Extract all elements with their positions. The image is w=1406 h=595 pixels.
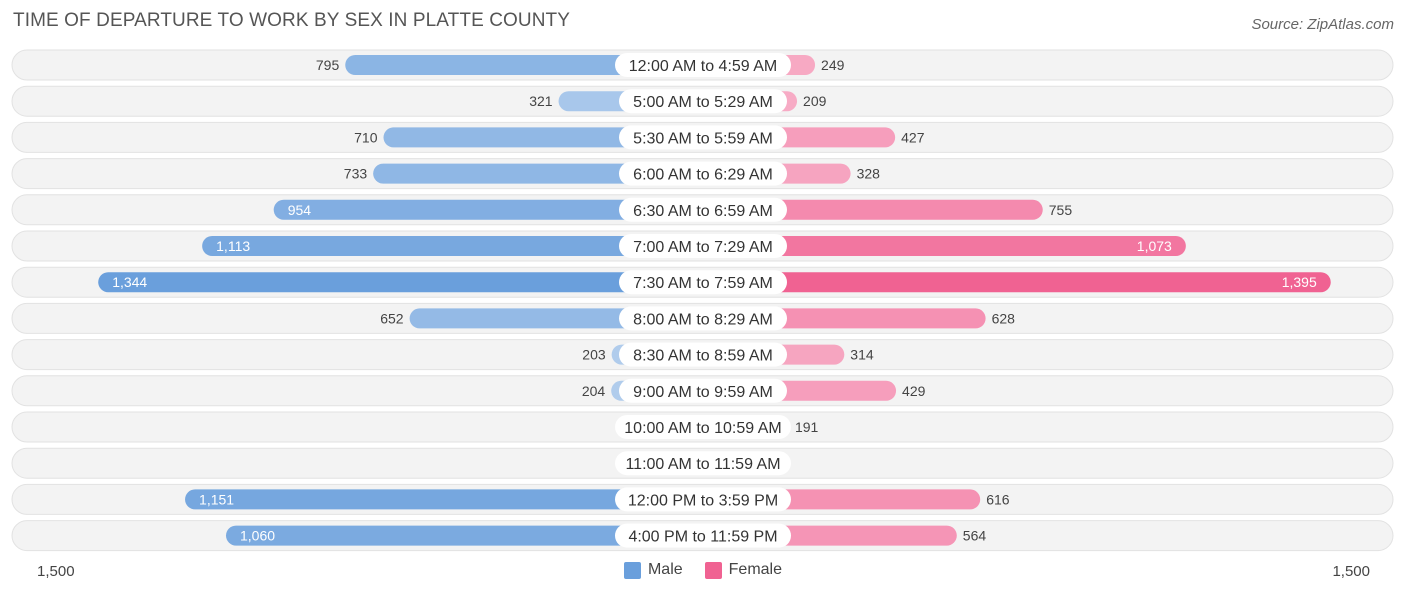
- category-label: 4:00 PM to 11:59 PM: [628, 529, 777, 546]
- category-label: 8:30 AM to 8:59 AM: [633, 348, 773, 365]
- axis-min-label: 1,500: [37, 563, 75, 580]
- source-label: Source: ZipAtlas.com: [1251, 16, 1394, 33]
- category-pill: [615, 415, 791, 439]
- category-pill: [619, 161, 787, 186]
- value-label-female: 564: [963, 528, 987, 544]
- category-label: 12:00 AM to 4:59 AM: [629, 58, 778, 75]
- category-pill: [619, 234, 787, 258]
- value-label-male: 1,113: [216, 238, 250, 254]
- category-label: 6:00 AM to 6:29 AM: [633, 167, 773, 184]
- category-label: 10:00 AM to 10:59 AM: [624, 420, 781, 437]
- bar-female: [703, 236, 1186, 256]
- value-label-female: 249: [821, 57, 845, 73]
- value-label-male: 321: [529, 93, 553, 109]
- category-pill: [619, 89, 787, 114]
- value-label-male: 795: [316, 57, 340, 73]
- value-label-male: 652: [380, 310, 404, 326]
- category-label: 5:30 AM to 5:59 AM: [633, 130, 773, 147]
- legend: Male Female: [0, 561, 1406, 579]
- category-pill: [619, 270, 787, 295]
- category-label: 12:00 PM to 3:59 PM: [628, 492, 778, 509]
- category-pill: [619, 306, 787, 331]
- category-pill: [619, 342, 787, 367]
- axis-max-label: 1,500: [1332, 563, 1370, 580]
- value-label-female: 429: [902, 383, 926, 399]
- category-pill: [615, 53, 791, 77]
- value-label-male: 954: [288, 202, 312, 218]
- value-label-female: 628: [992, 310, 1016, 326]
- bar-male: [273, 199, 703, 220]
- value-label-male: 710: [354, 129, 378, 145]
- category-label: 8:00 AM to 8:29 AM: [633, 311, 773, 328]
- legend-swatch-male: [623, 561, 641, 579]
- category-label: 11:00 AM to 11:59 AM: [625, 456, 780, 473]
- value-label-female: 209: [803, 93, 827, 109]
- value-label-female: 616: [986, 491, 1010, 507]
- bar-male: [98, 272, 703, 293]
- bar-female: [703, 199, 1043, 220]
- value-label-male: 733: [344, 166, 368, 182]
- category-pill: [619, 378, 787, 403]
- value-label-male: 204: [582, 383, 606, 399]
- category-pill: [615, 487, 791, 512]
- category-label: 7:30 AM to 7:59 AM: [633, 275, 773, 292]
- bar-male: [345, 55, 703, 75]
- value-label-female: 755: [1049, 202, 1073, 218]
- bar-male: [202, 236, 703, 256]
- legend-swatch-female: [704, 561, 722, 579]
- value-label-female: 1,395: [1282, 274, 1317, 290]
- value-label-female: 314: [850, 347, 874, 363]
- category-label: 5:00 AM to 5:29 AM: [633, 94, 773, 111]
- bar-male: [226, 525, 703, 546]
- bar-female: [703, 272, 1331, 293]
- category-pill: [615, 451, 791, 476]
- chart-title: TIME OF DEPARTURE TO WORK BY SEX IN PLAT…: [13, 10, 571, 31]
- value-label-female: 1,073: [1137, 238, 1172, 254]
- category-pill: [619, 197, 787, 222]
- value-label-female: 427: [901, 129, 925, 145]
- category-label: 7:00 AM to 7:29 AM: [633, 239, 773, 256]
- category-pill: [615, 523, 791, 548]
- value-label-male: 1,344: [112, 274, 147, 290]
- value-label-male: 203: [582, 347, 606, 363]
- legend-item-male[interactable]: Male: [623, 561, 683, 579]
- category-label: 9:00 AM to 9:59 AM: [633, 384, 773, 401]
- value-label-female: 328: [857, 166, 881, 182]
- value-label-female: 191: [795, 419, 819, 435]
- value-label-male: 1,151: [199, 491, 234, 507]
- category-pill: [619, 125, 787, 150]
- legend-label-female: Female: [728, 561, 783, 578]
- legend-label-male: Male: [647, 561, 683, 578]
- category-label: 6:30 AM to 6:59 AM: [633, 203, 773, 220]
- legend-item-female[interactable]: Female: [704, 561, 783, 579]
- value-label-male: 1,060: [240, 528, 275, 544]
- bar-male: [185, 489, 704, 510]
